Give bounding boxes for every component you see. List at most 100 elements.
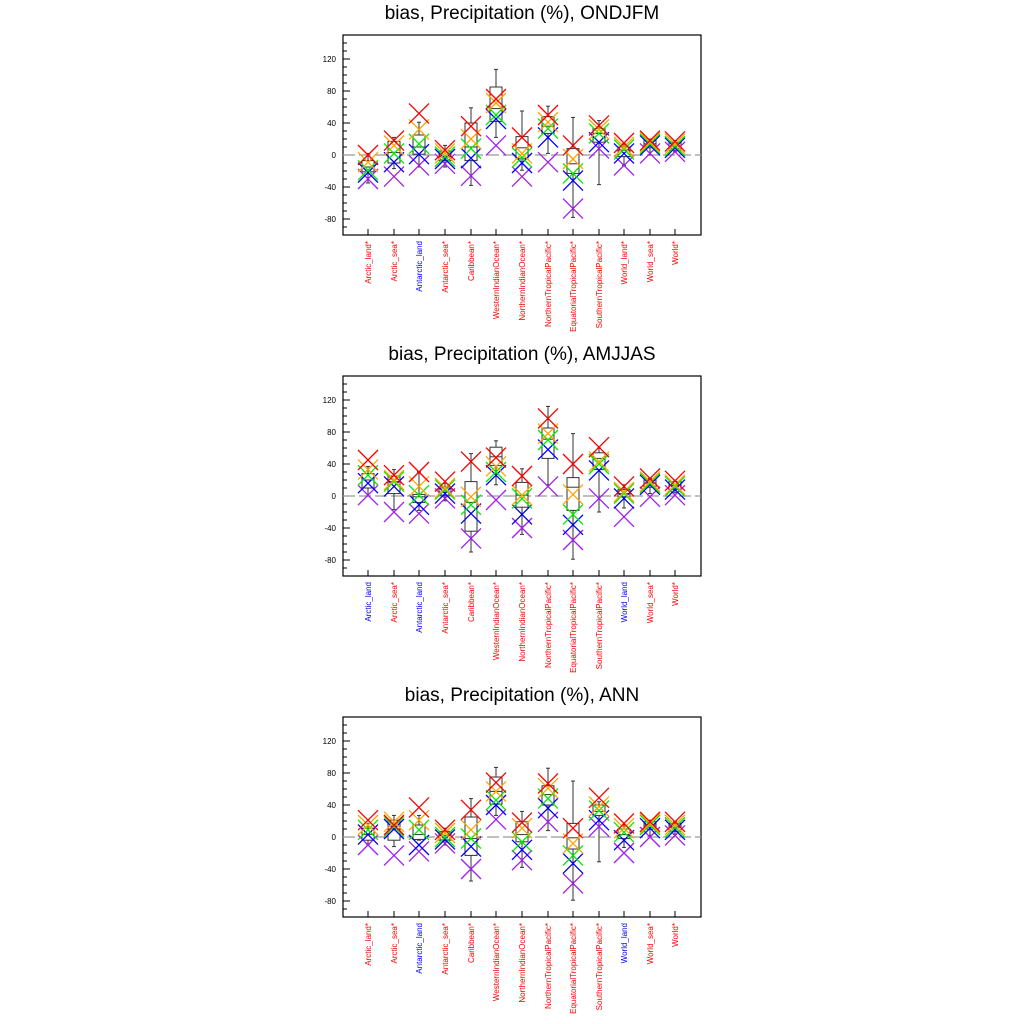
- marker-red: [485, 772, 507, 794]
- marker-stroke: [357, 449, 379, 471]
- marker-stroke: [562, 162, 584, 184]
- marker-orange: [613, 817, 635, 839]
- marker-green: [664, 135, 686, 157]
- marker-stroke: [588, 787, 610, 809]
- marker-stroke: [537, 407, 559, 429]
- marker-green: [511, 487, 533, 509]
- marker-stroke: [537, 772, 559, 794]
- x-category-label: World_land: [620, 923, 629, 963]
- marker-red: [434, 471, 456, 493]
- marker-green: [383, 471, 405, 493]
- marker-purple: [408, 503, 430, 525]
- marker-stroke: [639, 134, 661, 156]
- marker-green: [485, 104, 507, 126]
- marker-purple: [588, 487, 610, 509]
- marker-stroke: [664, 811, 686, 833]
- marker-stroke: [588, 114, 610, 136]
- marker-orange: [588, 796, 610, 818]
- marker-stroke: [511, 126, 533, 148]
- marker-green: [460, 138, 482, 160]
- marker-green: [434, 826, 456, 848]
- x-category-label: World_sea*: [646, 582, 655, 623]
- marker-stroke: [434, 139, 456, 161]
- y-tick-label: 80: [327, 87, 336, 96]
- box-2: [412, 814, 426, 841]
- marker-red: [357, 449, 379, 471]
- marker-stroke: [434, 148, 456, 170]
- marker-orange: [639, 471, 661, 493]
- y-tick-label: 40: [327, 801, 336, 810]
- box-iqr: [412, 824, 426, 840]
- marker-blue: [434, 148, 456, 170]
- marker-stroke: [357, 834, 379, 856]
- marker-stroke: [383, 816, 405, 838]
- y-tick-label: -80: [324, 556, 336, 565]
- marker-purple: [537, 475, 559, 497]
- marker-stroke: [434, 142, 456, 164]
- marker-blue: [383, 151, 405, 173]
- marker-green: [434, 146, 456, 168]
- marker-green: [562, 503, 584, 525]
- x-category-label: World_sea*: [646, 923, 655, 964]
- marker-stroke: [383, 818, 405, 840]
- y-tick-label: 0: [332, 833, 337, 842]
- marker-red: [460, 799, 482, 821]
- marker-stroke: [383, 151, 405, 173]
- marker-stroke: [383, 844, 405, 866]
- marker-stroke: [485, 780, 507, 802]
- marker-stroke: [485, 772, 507, 794]
- marker-stroke: [357, 159, 379, 181]
- marker-purple: [511, 849, 533, 871]
- marker-red: [383, 464, 405, 486]
- marker-blue: [639, 817, 661, 839]
- marker-stroke: [357, 168, 379, 190]
- marker-stroke: [537, 104, 559, 126]
- marker-stroke: [383, 130, 405, 152]
- x-category-label: Arctic_land: [364, 582, 373, 622]
- marker-orange: [460, 819, 482, 841]
- marker-red: [511, 465, 533, 487]
- marker-stroke: [664, 135, 686, 157]
- x-category-label: Antarctic_land: [415, 582, 424, 633]
- box-iqr: [464, 122, 478, 162]
- marker-blue: [537, 439, 559, 461]
- marker-red: [408, 796, 430, 818]
- marker-purple: [485, 808, 507, 830]
- marker-purple: [537, 151, 559, 173]
- marker-stroke: [511, 146, 533, 168]
- marker-purple: [434, 487, 456, 509]
- x-category-label: Antarctic_land: [415, 923, 424, 974]
- x-category-label: NorthernIndianOcean*: [518, 582, 527, 662]
- marker-stroke: [357, 809, 379, 831]
- x-category-label: World_land*: [620, 241, 629, 284]
- marker-stroke: [511, 142, 533, 164]
- marker-orange: [383, 469, 405, 491]
- marker-stroke: [664, 475, 686, 497]
- marker-stroke: [357, 459, 379, 481]
- marker-stroke: [383, 811, 405, 833]
- marker-green: [639, 814, 661, 836]
- marker-purple: [588, 816, 610, 838]
- marker-stroke: [562, 453, 584, 475]
- marker-blue: [434, 483, 456, 505]
- x-category-label: Antarctic_land: [415, 241, 424, 292]
- chart-panel-2: bias, Precipitation (%), ANN 120 80 40 0 -40 -…: [323, 685, 702, 1014]
- x-category-label: Arctic_land*: [364, 923, 373, 966]
- marker-orange: [613, 481, 635, 503]
- marker-green: [588, 453, 610, 475]
- box-6: [515, 810, 529, 868]
- marker-orange: [562, 832, 584, 854]
- marker-stroke: [383, 469, 405, 491]
- marker-blue: [664, 479, 686, 501]
- marker-red: [639, 811, 661, 833]
- marker-red: [485, 447, 507, 469]
- marker-blue: [485, 464, 507, 486]
- marker-stroke: [383, 464, 405, 486]
- marker-stroke: [408, 819, 430, 841]
- marker-red: [537, 104, 559, 126]
- marker-red: [562, 453, 584, 475]
- marker-green: [485, 461, 507, 483]
- marker-blue: [408, 494, 430, 516]
- marker-red: [664, 811, 686, 833]
- marker-red: [485, 88, 507, 110]
